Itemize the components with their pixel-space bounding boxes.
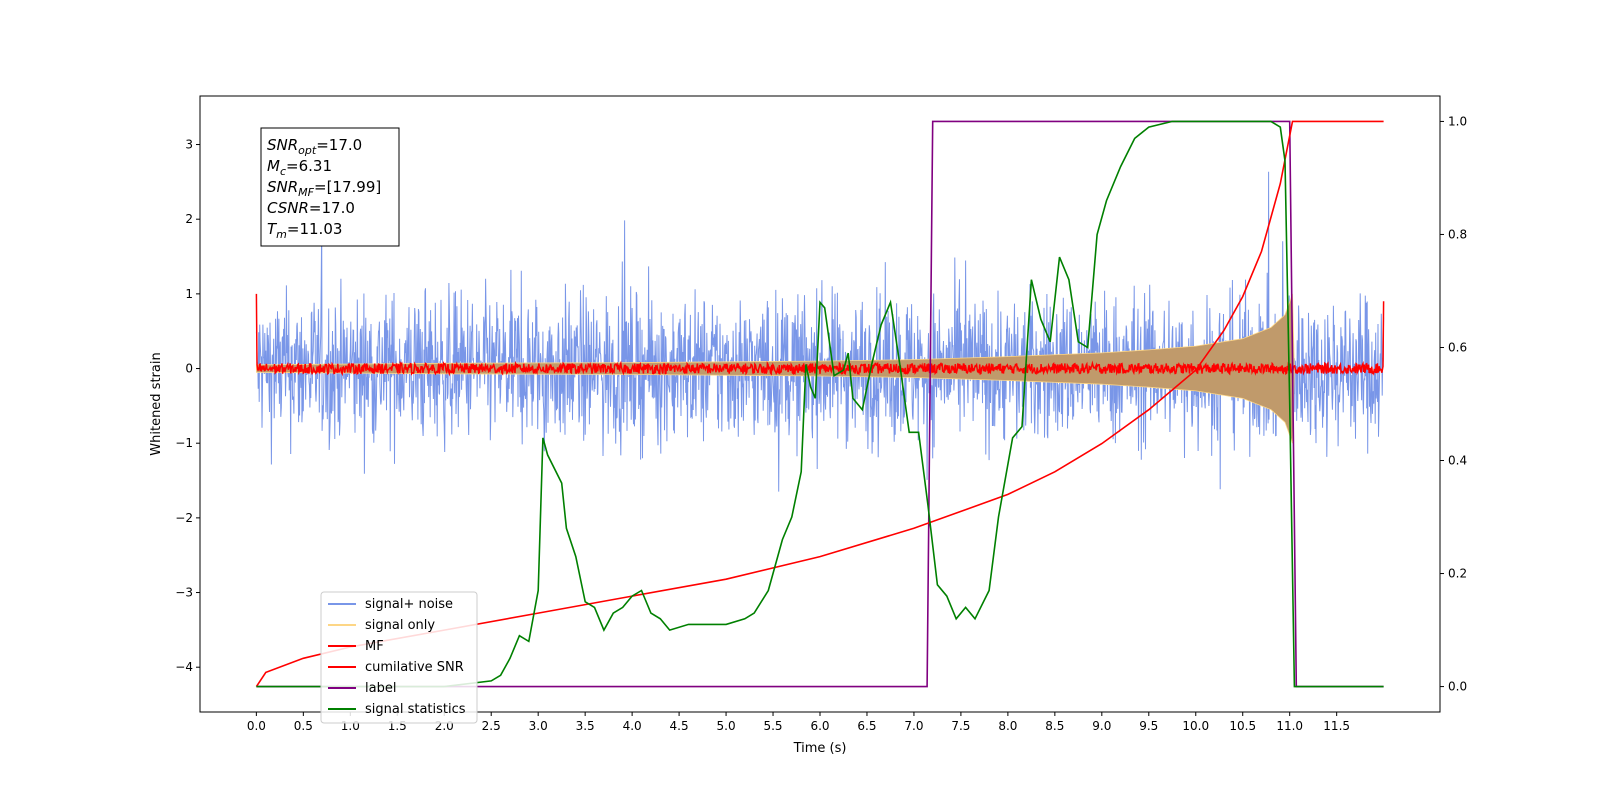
x-tick-label: 4.5 [670,719,689,733]
x-tick-label: 2.5 [482,719,501,733]
y-left-tick-label: 3 [185,138,193,152]
legend-entry: label [365,681,396,696]
annotation-line: Mc=6.31 [267,157,332,178]
x-tick-label: 10.0 [1182,719,1209,733]
x-tick-label: 3.5 [576,719,595,733]
legend-entry: signal only [365,618,435,633]
x-tick-label: 9.5 [1139,719,1158,733]
y-right-tick-label: 0.4 [1448,454,1467,468]
x-tick-label: 9.0 [1092,719,1111,733]
annotation-line: SNRMF=[17.99] [267,178,381,199]
x-tick-label: 0.0 [247,719,266,733]
y-left-tick-label: −2 [175,511,193,525]
x-tick-label: 11.0 [1276,719,1303,733]
legend-entry: MF [365,639,384,654]
x-tick-label: 7.5 [951,719,970,733]
x-tick-label: 10.5 [1229,719,1256,733]
x-tick-label: 3.0 [529,719,548,733]
x-tick-label: 11.5 [1323,719,1350,733]
legend-frame [320,591,478,724]
legend-entry: cumilative SNR [365,660,464,675]
y-left-tick-label: −1 [175,436,193,450]
series-signal-statistics [256,120,1384,688]
y-axis-left: 3 2 1 0 −1 −2 −3 −4 [175,138,200,674]
y-right-tick-label: 0.2 [1448,567,1467,581]
x-tick-label: 7.0 [904,719,923,733]
x-tick-label: 4.0 [623,719,642,733]
legend-entry: signal+ noise [365,597,453,612]
x-axis-label: Time (s) [793,741,847,756]
annotation-frame [260,127,400,247]
y-left-tick-label: −3 [175,586,193,600]
legend: signal+ noise signal only MF cumilative SNR… [320,591,478,724]
series-signal-noise [255,171,1385,492]
y-left-tick-label: 1 [185,287,193,301]
legend-entry: signal statistics [365,702,466,717]
annotation-line: CSNR=17.0 [267,199,355,217]
y-left-tick-label: 0 [185,362,193,376]
x-tick-label: 8.5 [1045,719,1064,733]
y-axis-right: 1.0 0.8 0.6 0.4 0.2 0.0 [1440,114,1467,694]
y-right-tick-label: 1.0 [1448,114,1467,128]
x-tick-label: 8.0 [998,719,1017,733]
y-right-tick-label: 0.6 [1448,340,1467,354]
y-axis-label: Whitened strain [149,352,164,455]
x-tick-label: 5.0 [717,719,736,733]
y-left-tick-label: −4 [175,660,193,674]
x-tick-label: 6.0 [810,719,829,733]
x-tick-label: 5.5 [763,719,782,733]
y-right-tick-label: 0.0 [1448,680,1467,694]
y-right-tick-label: 0.8 [1448,227,1467,241]
x-tick-label: 0.5 [294,719,313,733]
annotation-line: SNRopt=17.0 [267,136,362,157]
y-left-tick-label: 2 [185,212,193,226]
annotation-line: Tm=11.03 [267,220,342,241]
annotation-box: SNRopt=17.0Mc=6.31SNRMF=[17.99]CSNR=17.0… [260,127,400,247]
x-tick-label: 6.5 [857,719,876,733]
